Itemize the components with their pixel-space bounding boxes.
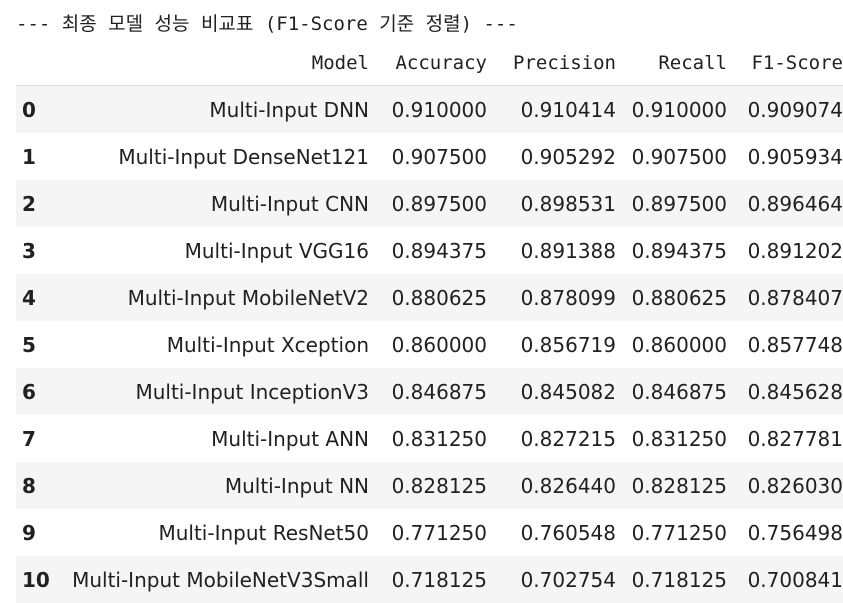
recall-cell: 0.897500: [631, 191, 727, 216]
table-row: 6 Multi-Input InceptionV3 0.846875 0.845082…: [16, 368, 843, 415]
f1-score-cell: 0.878407: [747, 285, 843, 310]
row-index: 10: [22, 567, 50, 592]
row-index: 4: [22, 285, 36, 310]
precision-cell: 0.905292: [520, 144, 616, 169]
model-cell: Multi-Input NN: [224, 473, 369, 498]
accuracy-cell: 0.828125: [391, 473, 487, 498]
accuracy-cell: 0.771250: [391, 520, 487, 545]
model-cell: Multi-Input CNN: [210, 191, 369, 216]
table-row: 4 Multi-Input MobileNetV2 0.880625 0.878099…: [16, 274, 843, 321]
recall-cell: 0.860000: [631, 332, 727, 357]
f1-score-cell: 0.909074: [747, 97, 843, 122]
recall-cell: 0.718125: [631, 567, 727, 592]
precision-cell: 0.910414: [520, 97, 616, 122]
precision-cell: 0.702754: [520, 567, 616, 592]
recall-cell: 0.831250: [631, 426, 727, 451]
accuracy-cell: 0.897500: [391, 191, 487, 216]
model-cell: Multi-Input InceptionV3: [135, 379, 369, 404]
recall-cell: 0.880625: [631, 285, 727, 310]
model-cell: Multi-Input MobileNetV2: [127, 285, 369, 310]
precision-cell: 0.898531: [520, 191, 616, 216]
f1-score-cell: 0.891202: [747, 238, 843, 263]
column-header-recall: Recall: [658, 52, 727, 74]
recall-cell: 0.828125: [631, 473, 727, 498]
accuracy-cell: 0.831250: [391, 426, 487, 451]
row-index: 9: [22, 520, 36, 545]
table-row: 10 Multi-Input MobileNetV3Small 0.718125 0.…: [16, 556, 843, 603]
accuracy-cell: 0.907500: [391, 144, 487, 169]
model-cell: Multi-Input DenseNet121: [118, 144, 369, 169]
table-row: 0 Multi-Input DNN 0.910000 0.910414 0.910000…: [16, 86, 843, 133]
row-index: 8: [22, 473, 36, 498]
output-title: --- 최종 모델 성능 비교표 (F1-Score 기준 정렬) ---: [16, 13, 518, 35]
f1-score-cell: 0.845628: [747, 379, 843, 404]
table-row: 7 Multi-Input ANN 0.831250 0.827215 0.831250…: [16, 415, 843, 462]
f1-score-cell: 0.857748: [747, 332, 843, 357]
recall-cell: 0.907500: [631, 144, 727, 169]
table-row: 8 Multi-Input NN 0.828125 0.826440 0.828125 0…: [16, 462, 843, 509]
model-cell: Multi-Input VGG16: [184, 238, 369, 263]
accuracy-cell: 0.718125: [391, 567, 487, 592]
precision-cell: 0.827215: [520, 426, 616, 451]
recall-cell: 0.910000: [631, 97, 727, 122]
row-index: 7: [22, 426, 36, 451]
recall-cell: 0.771250: [631, 520, 727, 545]
f1-score-cell: 0.756498: [747, 520, 843, 545]
table-row: 5 Multi-Input Xception 0.860000 0.856719 0.8…: [16, 321, 843, 368]
row-index: 5: [22, 332, 36, 357]
model-cell: Multi-Input MobileNetV3Small: [72, 567, 369, 592]
accuracy-cell: 0.860000: [391, 332, 487, 357]
table-body: 0 Multi-Input DNN 0.910000 0.910414 0.910000…: [16, 86, 843, 603]
row-index: 2: [22, 191, 36, 216]
f1-score-cell: 0.905934: [747, 144, 843, 169]
dataframe-table: Model Accuracy Precision Recall F1-Score…: [16, 41, 843, 603]
precision-cell: 0.856719: [520, 332, 616, 357]
precision-cell: 0.878099: [520, 285, 616, 310]
f1-score-cell: 0.826030: [747, 473, 843, 498]
accuracy-cell: 0.846875: [391, 379, 487, 404]
row-index: 6: [22, 379, 36, 404]
table-row: 9 Multi-Input ResNet50 0.771250 0.760548 0.7…: [16, 509, 843, 556]
model-cell: Multi-Input DNN: [209, 97, 369, 122]
recall-cell: 0.846875: [631, 379, 727, 404]
row-index: 0: [22, 97, 36, 122]
accuracy-cell: 0.894375: [391, 238, 487, 263]
precision-cell: 0.760548: [520, 520, 616, 545]
table-header-row: Model Accuracy Precision Recall F1-Score: [16, 41, 843, 86]
accuracy-cell: 0.910000: [391, 97, 487, 122]
f1-score-cell: 0.700841: [747, 567, 843, 592]
row-index: 1: [22, 144, 36, 169]
f1-score-cell: 0.827781: [747, 426, 843, 451]
table-row: 3 Multi-Input VGG16 0.894375 0.891388 0.8943…: [16, 227, 843, 274]
row-index: 3: [22, 238, 36, 263]
f1-score-cell: 0.896464: [747, 191, 843, 216]
model-cell: Multi-Input ANN: [211, 426, 369, 451]
column-header-precision: Precision: [513, 52, 616, 74]
table-row: 1 Multi-Input DenseNet121 0.907500 0.905292…: [16, 133, 843, 180]
model-cell: Multi-Input Xception: [166, 332, 369, 357]
table-row: 2 Multi-Input CNN 0.897500 0.898531 0.897500…: [16, 180, 843, 227]
model-cell: Multi-Input ResNet50: [158, 520, 369, 545]
column-header-model: Model: [311, 52, 369, 74]
precision-cell: 0.891388: [520, 238, 616, 263]
column-header-accuracy: Accuracy: [395, 52, 487, 74]
column-header-f1-score: F1-Score: [751, 52, 843, 74]
recall-cell: 0.894375: [631, 238, 727, 263]
accuracy-cell: 0.880625: [391, 285, 487, 310]
precision-cell: 0.826440: [520, 473, 616, 498]
precision-cell: 0.845082: [520, 379, 616, 404]
